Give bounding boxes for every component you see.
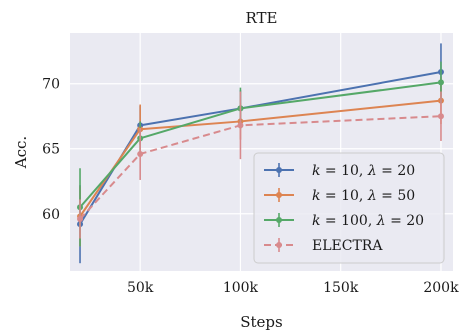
data-point (437, 79, 444, 86)
legend-swatch-marker (276, 242, 282, 248)
legend-swatch-marker (276, 167, 282, 173)
legend-swatch-marker (276, 192, 282, 198)
data-point (77, 215, 84, 222)
x-tick-label: 200k (423, 280, 459, 296)
legend-label-part: = 10, (320, 188, 367, 204)
x-tick-label: 50k (127, 280, 154, 296)
legend-label-part: λ (367, 163, 377, 179)
legend-item: ELECTRA (264, 238, 383, 254)
legend-label: k = 100, λ = 20 (312, 213, 424, 229)
legend-label: k = 10, λ = 50 (312, 188, 415, 204)
legend-label-part: = 10, (320, 163, 367, 179)
y-axis-label: Acc. (12, 136, 30, 169)
data-point (437, 113, 444, 120)
data-point (137, 150, 144, 157)
legend-label-part: k (312, 213, 320, 229)
y-tick-label: 65 (42, 142, 60, 158)
legend-label-part: k (312, 163, 320, 179)
chart-title: RTE (246, 9, 278, 27)
legend-swatch-marker (276, 217, 282, 223)
legend-item: k = 100, λ = 20 (264, 213, 424, 229)
legend-label-part: λ (367, 188, 377, 204)
legend-box (253, 152, 445, 264)
series-line (79, 115, 442, 220)
data-point (237, 122, 244, 129)
series-line (79, 71, 442, 225)
legend: k = 10, λ = 20k = 10, λ = 50k = 100, λ =… (253, 152, 445, 264)
legend-label-part: = 20 (377, 163, 415, 179)
legend-label-part: λ (376, 213, 386, 229)
legend-label-part: = 100, (320, 213, 376, 229)
series-line (79, 81, 442, 208)
legend-label-part: = 20 (386, 213, 424, 229)
x-tick-label: 100k (223, 280, 259, 296)
x-tick-label: 150k (323, 280, 359, 296)
legend-item: k = 10, λ = 50 (264, 188, 415, 204)
series-layer (77, 43, 444, 264)
y-tick-label: 60 (42, 207, 60, 223)
legend-item: k = 10, λ = 20 (264, 163, 415, 179)
legend-label-part: = 50 (377, 188, 415, 204)
legend-label-part: k (312, 188, 320, 204)
y-tick-label: 70 (42, 77, 60, 93)
tick-layer: 50k 100k 150k 200k 60 65 70 (42, 77, 459, 296)
legend-label-part: ELECTRA (312, 238, 383, 254)
series-group (77, 91, 444, 239)
legend-label: ELECTRA (312, 238, 383, 254)
x-axis-label: Steps (240, 313, 282, 331)
legend-label: k = 10, λ = 20 (312, 163, 415, 179)
